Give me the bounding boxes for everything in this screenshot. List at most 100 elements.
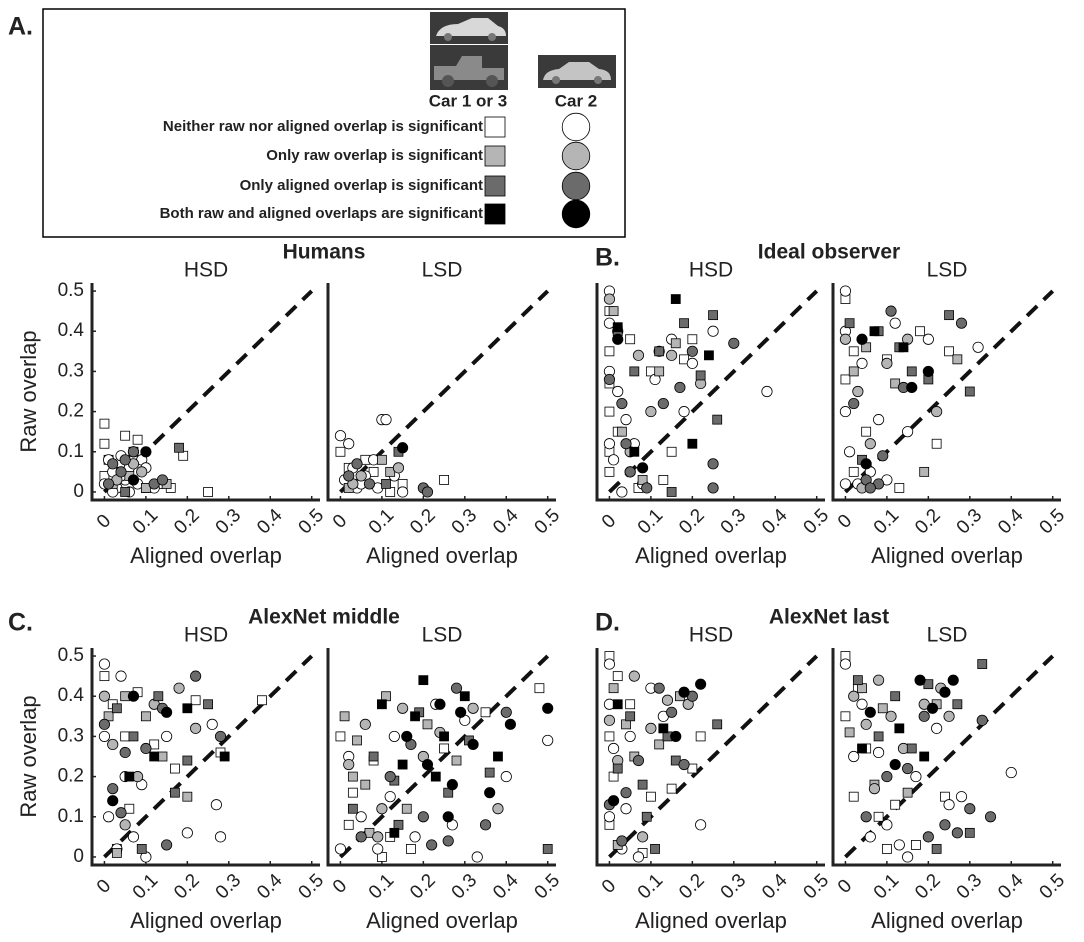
- circle-marker: [881, 357, 893, 369]
- circle-marker: [156, 474, 169, 486]
- circle-marker: [839, 406, 852, 418]
- x-tick-label: 0.3: [448, 870, 482, 904]
- circle-marker: [140, 446, 152, 458]
- square-marker: [493, 751, 503, 762]
- square-marker: [111, 848, 122, 858]
- circle-marker: [707, 325, 719, 337]
- square-marker: [857, 743, 867, 754]
- circle-marker: [848, 750, 860, 763]
- circle-marker: [434, 698, 446, 710]
- circle-marker: [206, 718, 218, 730]
- x-tick-label: 0.3: [717, 505, 751, 539]
- y-tick-label: 0.1: [58, 806, 84, 827]
- x-tick-label: 0.3: [953, 505, 987, 539]
- x-tick-label: 0: [834, 875, 856, 897]
- x-tick-label: 0: [598, 875, 620, 897]
- circle-marker: [860, 811, 872, 823]
- circle-marker: [376, 803, 388, 815]
- square-marker: [848, 791, 859, 802]
- x-tick-label: 0.2: [675, 870, 709, 904]
- circle-marker: [686, 345, 698, 357]
- square-marker: [952, 699, 963, 710]
- square-marker: [347, 803, 358, 814]
- chart-title: LSD: [927, 259, 968, 282]
- circle-marker: [661, 694, 674, 706]
- square-marker: [625, 334, 636, 345]
- circle-marker: [388, 730, 400, 742]
- circle-marker: [670, 730, 682, 742]
- square-marker: [132, 434, 143, 445]
- square-marker: [919, 751, 930, 762]
- square-marker: [658, 475, 669, 485]
- circle-marker: [947, 674, 959, 686]
- circle-marker: [181, 827, 193, 839]
- circle-marker: [881, 771, 893, 783]
- circle-marker: [561, 171, 591, 201]
- square-marker: [844, 318, 855, 329]
- circle-marker: [616, 835, 628, 847]
- circle-marker: [417, 811, 429, 823]
- square-marker: [174, 442, 184, 453]
- x-tick-label: 0.1: [634, 505, 668, 539]
- circle-marker: [442, 835, 454, 847]
- square-marker: [612, 322, 623, 333]
- square-marker: [170, 763, 180, 774]
- x-tick-label: 0: [598, 510, 620, 532]
- square-marker: [911, 840, 921, 850]
- x-tick-label: 0.5: [531, 870, 565, 904]
- circle-marker: [666, 706, 678, 718]
- circle-marker: [343, 438, 355, 450]
- circle-marker: [860, 718, 872, 730]
- circle-marker: [603, 658, 616, 670]
- circle-marker: [984, 811, 997, 823]
- circle-marker: [450, 682, 463, 694]
- circle-marker: [115, 807, 127, 819]
- circle-marker: [848, 690, 860, 702]
- square-marker: [906, 743, 917, 754]
- x-tick-label: 0.5: [531, 505, 565, 539]
- y-tick-label: 0.2: [58, 766, 84, 787]
- circle-marker: [877, 450, 889, 462]
- y-tick-label: 0.4: [58, 685, 85, 706]
- circle-marker: [839, 478, 852, 490]
- y-tick-label: 0.2: [58, 401, 84, 422]
- square-marker: [629, 366, 640, 377]
- circle-marker: [190, 722, 202, 734]
- square-marker: [964, 386, 975, 397]
- circle-marker: [620, 803, 632, 815]
- square-marker: [670, 294, 681, 304]
- square-marker: [347, 771, 358, 782]
- x-tick-label: 0.4: [758, 870, 792, 904]
- circle-marker: [641, 482, 653, 494]
- x-tick-label: 0.2: [675, 505, 709, 539]
- x-axis-label: Aligned overlap: [635, 543, 787, 568]
- panel-label: C.: [8, 609, 33, 637]
- circle-marker: [127, 831, 140, 843]
- square-marker: [368, 751, 379, 762]
- square-marker: [128, 731, 139, 742]
- y-tick-label: 0.5: [58, 645, 84, 666]
- circle-marker: [355, 470, 367, 482]
- chart-title: LSD: [422, 259, 463, 282]
- square-marker: [542, 844, 553, 854]
- square-marker: [902, 787, 913, 798]
- circle-marker: [674, 381, 686, 394]
- circle-marker: [603, 714, 616, 726]
- square-marker: [339, 711, 350, 722]
- square-marker: [124, 771, 135, 782]
- square-marker: [848, 466, 859, 477]
- y-tick-label: 0.3: [58, 360, 84, 381]
- panel-label: A.: [8, 13, 33, 41]
- car-icon: [538, 55, 616, 88]
- square-marker: [873, 811, 884, 822]
- circle-marker: [964, 803, 976, 815]
- square-marker: [604, 406, 615, 417]
- circle-marker: [603, 811, 616, 823]
- square-marker: [666, 446, 677, 457]
- square-marker: [182, 755, 193, 766]
- y-tick-label: 0.1: [58, 441, 84, 462]
- square-marker: [654, 346, 665, 357]
- x-axis-label: Aligned overlap: [130, 543, 282, 568]
- x-tick-label: 0.2: [170, 870, 204, 904]
